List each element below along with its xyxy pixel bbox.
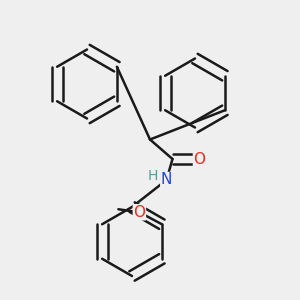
Text: O: O	[134, 205, 146, 220]
Text: N: N	[161, 172, 172, 188]
Text: O: O	[194, 152, 206, 166]
Text: H: H	[148, 169, 158, 182]
